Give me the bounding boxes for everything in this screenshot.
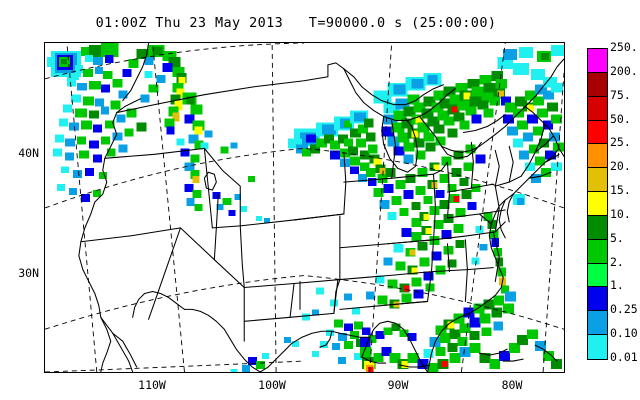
colorbar-tick-labels: 250. 200. 75. 50. 25. 20. 15. 10. 5. 2. 1. 0.25 0.10… <box>610 40 640 370</box>
colorbar-tick-75: 75. <box>610 87 631 102</box>
colorbar-tick-25: 25. <box>610 135 631 150</box>
colorbar-band-1.-2. <box>588 263 607 288</box>
lat-label-40n: 40N <box>18 146 39 160</box>
precip-cluster-ohio-valley <box>373 144 486 220</box>
precip-cluster-great-lakes <box>373 70 512 164</box>
colorbar-band-5.-10. <box>588 215 607 240</box>
page-title: 01:00Z Thu 23 May 2013 T=90000.0 s (25:0… <box>95 15 497 31</box>
colorbar-band-50.-75. <box>588 96 607 121</box>
colorbar[interactable] <box>587 48 608 360</box>
precip-cluster-pacific-northwest <box>52 43 154 203</box>
colorbar-tick-200: 200. <box>610 63 638 78</box>
colorbar-band-200.-250. <box>588 49 607 73</box>
colorbar-band-0.10-0.25 <box>588 311 607 336</box>
colorbar-band-10.-15. <box>588 192 607 216</box>
lon-label-90w: 90W <box>387 378 409 392</box>
colorbar-tick-010: 0.10 <box>610 326 638 341</box>
colorbar-tick-1: 1. <box>610 278 624 293</box>
colorbar-band-0.25-1. <box>588 287 607 312</box>
precip-cluster-northern-rockies <box>140 44 187 135</box>
lat-label-30n: 30N <box>18 266 39 280</box>
colorbar-band-0.01-0.10 <box>588 335 607 359</box>
precip-cluster-pacific-offshore <box>46 50 81 80</box>
colorbar-tick-250: 250. <box>610 40 638 54</box>
colorbar-band-15.-20. <box>588 168 607 193</box>
colorbar-tick-2: 2. <box>610 254 624 269</box>
lon-label-110w: 110W <box>138 378 166 392</box>
colorbar-band-2.-5. <box>588 239 607 264</box>
precip-cluster-gulf-coast <box>302 309 417 365</box>
colorbar-tick-10: 10. <box>610 206 631 221</box>
precip-cluster-northeast <box>497 44 564 184</box>
colorbar-band-25.-50. <box>588 120 607 145</box>
map-boundaries <box>78 43 564 372</box>
precip-cluster-texas <box>230 337 300 372</box>
precip-cluster-colorado <box>212 142 271 223</box>
map-panel[interactable] <box>44 42 565 373</box>
colorbar-tick-50: 50. <box>610 111 631 126</box>
graticule <box>45 43 564 372</box>
lon-label-100w: 100W <box>258 378 286 392</box>
colorbar-tick-001: 0.01 <box>610 350 638 364</box>
lon-label-80w: 80W <box>501 378 523 392</box>
map-canvas <box>45 43 564 372</box>
precip-cluster-idaho-wyoming <box>176 92 213 211</box>
colorbar-tick-20: 20. <box>610 159 631 174</box>
precipitation-field <box>46 43 564 372</box>
precip-cluster-upper-midwest <box>288 110 396 187</box>
precip-cluster-florida-bahamas <box>315 287 563 372</box>
colorbar-tick-5: 5. <box>610 230 624 245</box>
colorbar-tick-025: 0.25 <box>610 302 638 317</box>
colorbar-band-20.-25. <box>588 144 607 169</box>
colorbar-tick-15: 15. <box>610 183 631 198</box>
colorbar-band-75.-200. <box>588 72 607 97</box>
